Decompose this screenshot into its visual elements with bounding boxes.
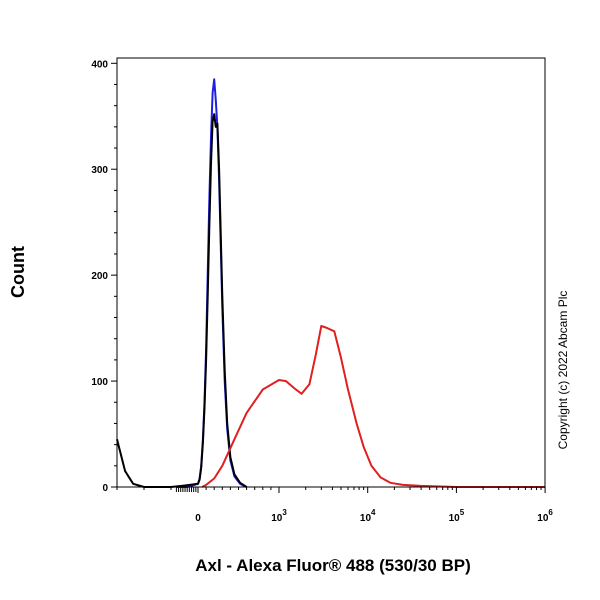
series-line-3 (201, 325, 546, 488)
y-tick-label: 400 (91, 59, 108, 70)
x-tick-label: 105 (449, 508, 465, 524)
plot-frame (116, 57, 546, 488)
x-tick-base: 10 (271, 513, 283, 524)
x-tick-exponent: 3 (282, 508, 287, 517)
x-tick-exponent: 6 (548, 508, 553, 517)
x-tick-base: 10 (537, 513, 549, 524)
y-tick-label: 300 (91, 165, 108, 176)
x-tick-label: 0 (195, 513, 201, 524)
x-tick-label: 106 (537, 508, 553, 524)
y-tick-label: 100 (91, 377, 108, 388)
series-line-2 (116, 113, 248, 488)
x-tick-base: 10 (360, 513, 372, 524)
x-tick-label: 104 (360, 508, 376, 524)
x-tick-base: 0 (195, 513, 201, 524)
y-tick-label: 0 (102, 483, 108, 494)
y-tick-label: 200 (91, 271, 108, 282)
x-tick-label: 103 (271, 508, 287, 524)
x-tick-exponent: 4 (371, 508, 376, 517)
y-axis-title: Count (8, 246, 28, 298)
copyright-notice: Copyright (c) 2022 Abcam Plc (556, 291, 570, 450)
series-layer (116, 78, 546, 488)
x-axis-title: Axl - Alexa Fluor® 488 (530/30 BP) (195, 556, 471, 575)
x-tick-base: 10 (449, 513, 461, 524)
x-tick-exponent: 5 (460, 508, 465, 517)
